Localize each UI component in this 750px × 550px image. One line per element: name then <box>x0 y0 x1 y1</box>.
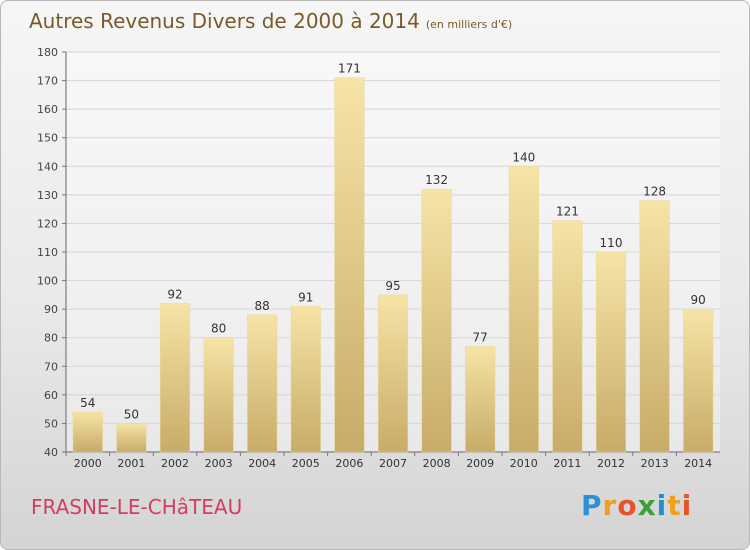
y-tick-label: 160 <box>37 103 58 116</box>
x-tick-label: 2000 <box>74 457 102 470</box>
bar <box>203 337 234 453</box>
x-tick-label: 2004 <box>248 457 276 470</box>
chart-title-unit: (en milliers d'€) <box>425 18 513 31</box>
bar <box>508 166 539 453</box>
y-tick-label: 80 <box>44 332 58 345</box>
x-tick-label: 2011 <box>553 457 581 470</box>
bar <box>72 411 103 453</box>
data-label: 121 <box>556 205 579 219</box>
data-label: 92 <box>167 287 182 301</box>
x-tick-label: 2006 <box>335 457 363 470</box>
y-tick-label: 90 <box>44 303 58 316</box>
bar <box>377 294 409 453</box>
data-label: 95 <box>385 279 400 293</box>
chart-title-text: Autres Revenus Divers de 2000 à 2014 <box>29 9 420 33</box>
logo-letter: r <box>602 489 618 522</box>
data-label: 91 <box>298 290 313 304</box>
proxiti-logo: Proxiti <box>581 489 692 522</box>
y-tick-label: 140 <box>37 160 58 173</box>
y-tick-label: 100 <box>37 275 58 288</box>
y-tick-label: 120 <box>37 217 58 230</box>
bar <box>552 220 583 453</box>
bar <box>639 200 670 453</box>
town-name: FRASNE-LE-CHâTEAU <box>31 495 243 519</box>
logo-letter: P <box>581 489 603 522</box>
bar <box>116 423 147 453</box>
x-tick-label: 2010 <box>510 457 538 470</box>
logo-letter: i <box>656 489 668 522</box>
bar <box>290 306 321 453</box>
logo-letter: o <box>617 489 638 522</box>
bar <box>421 188 452 453</box>
logo-letter: x <box>637 489 657 522</box>
x-tick-label: 2012 <box>597 457 625 470</box>
x-tick-label: 2013 <box>641 457 669 470</box>
data-label: 140 <box>512 150 535 164</box>
x-tick-label: 2003 <box>205 457 233 470</box>
chart-title: Autres Revenus Divers de 2000 à 2014 (en … <box>29 9 512 33</box>
x-tick-label: 2002 <box>161 457 189 470</box>
data-label: 88 <box>255 299 270 313</box>
y-tick-label: 60 <box>44 389 58 402</box>
logo-letter: i <box>681 489 693 522</box>
y-tick-label: 130 <box>37 189 58 202</box>
data-label: 110 <box>600 236 623 250</box>
bar <box>595 251 627 453</box>
y-tick-label: 170 <box>37 75 58 88</box>
logo-letter: t <box>667 489 682 522</box>
data-label: 171 <box>338 62 361 76</box>
x-tick-label: 2005 <box>292 457 320 470</box>
bar <box>334 77 365 453</box>
x-tick-label: 2007 <box>379 457 407 470</box>
data-label: 80 <box>211 322 226 336</box>
y-tick-label: 50 <box>44 417 58 430</box>
y-tick-label: 180 <box>37 46 58 59</box>
data-label: 50 <box>124 407 139 421</box>
x-tick-label: 2008 <box>423 457 451 470</box>
bar <box>247 314 278 453</box>
bar <box>465 346 496 453</box>
data-label: 128 <box>643 185 666 199</box>
x-tick-label: 2014 <box>684 457 712 470</box>
y-tick-label: 40 <box>44 446 58 459</box>
x-tick-label: 2009 <box>466 457 494 470</box>
bar <box>683 308 714 453</box>
data-label: 77 <box>473 330 488 344</box>
x-tick-label: 2001 <box>117 457 145 470</box>
data-label: 132 <box>425 173 448 187</box>
y-tick-label: 150 <box>37 132 58 145</box>
bar <box>159 303 191 453</box>
data-label: 54 <box>80 396 95 410</box>
data-label: 90 <box>691 293 706 307</box>
y-tick-label: 70 <box>44 360 58 373</box>
y-tick-label: 110 <box>37 246 58 259</box>
